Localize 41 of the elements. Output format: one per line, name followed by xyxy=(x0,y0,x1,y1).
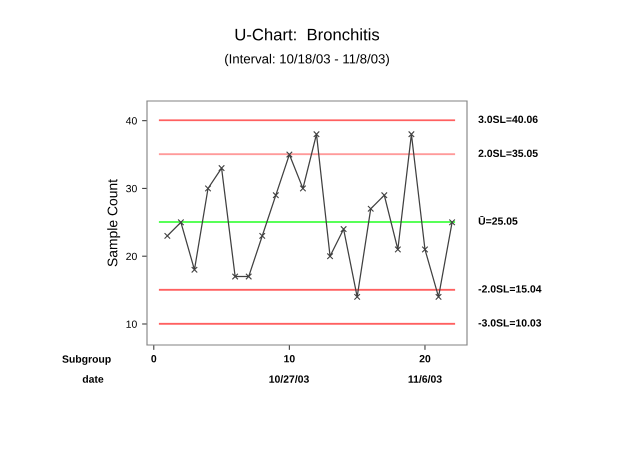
point xyxy=(191,266,198,274)
point xyxy=(286,151,293,158)
point xyxy=(448,218,456,226)
point xyxy=(218,164,225,172)
text: 10/27/03 xyxy=(269,375,309,383)
point xyxy=(272,192,280,199)
y-tick-label: 20 xyxy=(126,252,137,260)
point xyxy=(258,232,266,240)
point xyxy=(245,273,252,280)
text: 11/6/03 xyxy=(408,375,442,383)
point xyxy=(164,232,171,240)
point xyxy=(300,185,306,192)
point xyxy=(354,294,360,300)
point xyxy=(380,192,388,199)
ref-line-label: -2.0SL=15.04 xyxy=(478,285,542,293)
point xyxy=(232,273,238,280)
y-axis-title: Sample Count xyxy=(107,179,120,266)
point xyxy=(313,130,320,138)
chart-subtitle: (Interval: 10/18/03 - 11/8/03) xyxy=(225,54,389,66)
point xyxy=(394,246,402,253)
point xyxy=(204,185,212,192)
chart-title: U-Chart: Bronchitis xyxy=(236,28,380,40)
x-tick-label: 0 xyxy=(151,354,156,362)
y-tick-label: 10 xyxy=(126,320,137,328)
text: date xyxy=(82,375,104,383)
point xyxy=(422,246,428,253)
x-tick-label: 20 xyxy=(420,354,430,362)
y-tick-label: 30 xyxy=(126,184,137,192)
point xyxy=(340,226,347,232)
point xyxy=(408,130,415,138)
ref-line-label: 3.0SL=40.06 xyxy=(478,116,538,124)
point xyxy=(367,205,374,212)
ref-line-label: Ū=25.05 xyxy=(478,216,518,225)
ref-line-label: 2.0SL=35.05 xyxy=(478,150,538,158)
point xyxy=(178,218,184,226)
x-tick-label: 10 xyxy=(284,354,295,362)
y-tick-label: 40 xyxy=(126,117,137,125)
ref-line-label: -3.0SL=10.03 xyxy=(478,319,542,327)
point xyxy=(435,294,442,300)
point xyxy=(326,252,334,260)
x-axis-title: Subgroup xyxy=(62,355,111,365)
